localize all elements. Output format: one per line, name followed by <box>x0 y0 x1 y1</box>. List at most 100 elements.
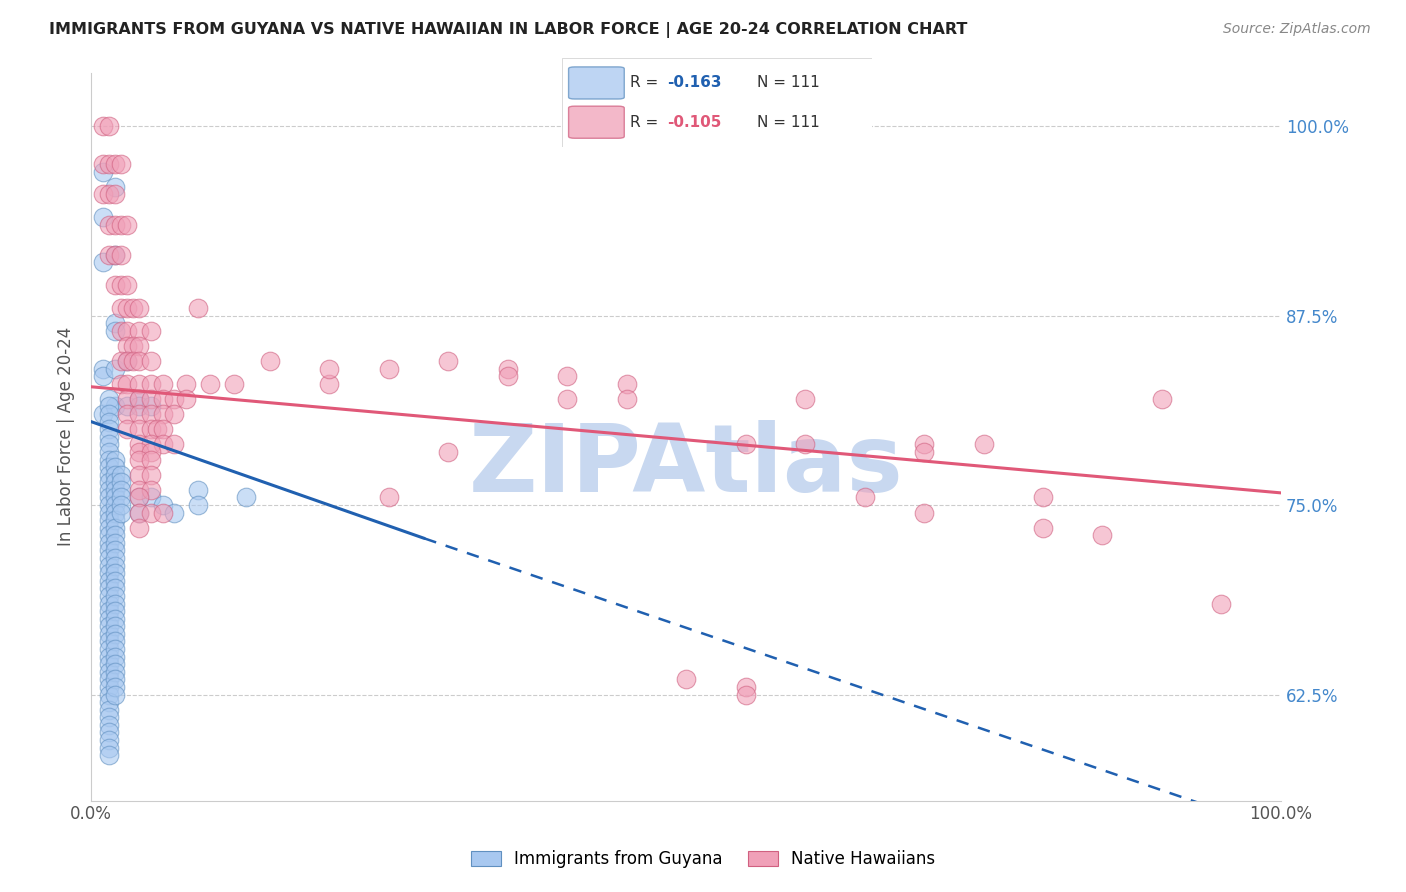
Point <box>98 392 121 406</box>
Point <box>104 475 127 490</box>
Point <box>98 582 121 596</box>
Point <box>139 445 162 459</box>
Point <box>98 566 121 581</box>
Point <box>128 354 150 368</box>
Point <box>437 445 460 459</box>
Point <box>115 324 138 338</box>
Point <box>115 339 138 353</box>
Point <box>98 589 121 603</box>
Point <box>734 437 756 451</box>
Point <box>104 498 127 512</box>
Point <box>163 407 186 421</box>
Point <box>110 278 132 293</box>
Point <box>1032 521 1054 535</box>
Point <box>91 157 114 171</box>
Y-axis label: In Labor Force | Age 20-24: In Labor Force | Age 20-24 <box>58 327 75 547</box>
Point <box>104 361 127 376</box>
Text: R =: R = <box>630 115 658 129</box>
Point <box>104 657 127 672</box>
Point <box>115 354 138 368</box>
Point <box>98 642 121 657</box>
Point <box>98 619 121 633</box>
Point <box>98 612 121 626</box>
Point <box>222 376 245 391</box>
Point <box>104 452 127 467</box>
Legend: Immigrants from Guyana, Native Hawaiians: Immigrants from Guyana, Native Hawaiians <box>464 844 942 875</box>
Point <box>139 491 162 505</box>
Point <box>128 392 150 406</box>
Point <box>104 536 127 550</box>
Point <box>110 324 132 338</box>
Point <box>104 460 127 475</box>
Point <box>104 179 127 194</box>
Point <box>198 376 221 391</box>
Point <box>98 119 121 133</box>
Point <box>98 467 121 482</box>
Point <box>98 733 121 747</box>
Point <box>104 324 127 338</box>
Point <box>377 361 399 376</box>
Point <box>104 597 127 611</box>
Point <box>187 301 209 315</box>
Point <box>128 339 150 353</box>
Point <box>437 354 460 368</box>
Point <box>187 498 209 512</box>
Point <box>98 475 121 490</box>
Point <box>98 498 121 512</box>
Point <box>98 703 121 717</box>
Point <box>318 376 340 391</box>
Point <box>555 392 578 406</box>
Point <box>128 376 150 391</box>
Point <box>853 491 876 505</box>
Point <box>98 445 121 459</box>
Point <box>1211 597 1233 611</box>
Point <box>104 604 127 618</box>
Point <box>110 376 132 391</box>
Point <box>104 248 127 262</box>
Point <box>139 467 162 482</box>
Point <box>115 278 138 293</box>
Point <box>98 536 121 550</box>
Point <box>139 392 162 406</box>
Point <box>115 392 138 406</box>
Point <box>98 248 121 262</box>
Point <box>973 437 995 451</box>
Point <box>128 506 150 520</box>
Text: ZIPAtlas: ZIPAtlas <box>468 420 904 512</box>
Point <box>496 361 519 376</box>
Point <box>104 551 127 566</box>
Point <box>616 376 638 391</box>
Point <box>734 688 756 702</box>
Point <box>98 673 121 687</box>
Text: -0.163: -0.163 <box>668 76 723 90</box>
Point <box>98 491 121 505</box>
Point <box>104 673 127 687</box>
Point <box>121 339 143 353</box>
Point <box>98 680 121 694</box>
Point <box>104 506 127 520</box>
Point <box>794 437 817 451</box>
Point <box>115 301 138 315</box>
Text: N = 111: N = 111 <box>758 115 820 129</box>
Point <box>91 369 114 384</box>
Point <box>104 467 127 482</box>
Point <box>128 392 150 406</box>
Point <box>163 392 186 406</box>
Point <box>139 437 162 451</box>
FancyBboxPatch shape <box>562 58 872 147</box>
Point <box>98 460 121 475</box>
Point <box>259 354 281 368</box>
Point <box>121 354 143 368</box>
Point <box>98 551 121 566</box>
Point <box>98 187 121 202</box>
Point <box>128 491 150 505</box>
Point <box>110 506 132 520</box>
Point <box>139 324 162 338</box>
Point <box>152 506 174 520</box>
Point <box>110 491 132 505</box>
Point <box>104 278 127 293</box>
Point <box>555 369 578 384</box>
Point <box>110 467 132 482</box>
Point <box>128 422 150 436</box>
Point <box>98 657 121 672</box>
